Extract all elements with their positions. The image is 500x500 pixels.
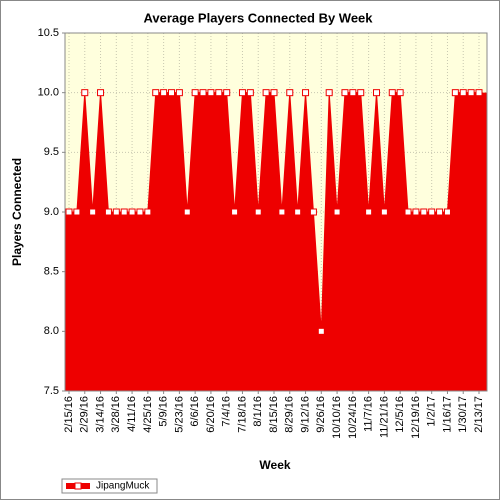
- marker: [238, 89, 246, 97]
- x-tick-label: 11/21/16: [378, 396, 390, 438]
- x-tick-label: 10/24/16: [347, 396, 359, 439]
- marker: [412, 208, 420, 216]
- marker: [317, 327, 325, 335]
- x-tick-label: 12/19/16: [410, 396, 422, 439]
- x-tick-label: 6/20/16: [205, 396, 217, 433]
- marker: [191, 89, 199, 97]
- marker: [286, 89, 294, 97]
- x-tick-label: 4/25/16: [142, 396, 154, 433]
- x-tick-label: 1/30/17: [457, 396, 469, 433]
- x-tick-label: 7/18/16: [236, 396, 248, 433]
- marker: [404, 208, 412, 216]
- x-tick-label: 3/14/16: [94, 396, 106, 433]
- marker: [65, 208, 73, 216]
- x-tick-label: 8/1/16: [252, 396, 264, 427]
- marker: [152, 89, 160, 97]
- marker: [199, 89, 207, 97]
- x-tick-label: 5/23/16: [173, 396, 185, 433]
- x-tick-label: 1/16/17: [441, 396, 453, 433]
- marker: [459, 89, 467, 97]
- marker: [183, 208, 191, 216]
- x-tick-label: 3/28/16: [110, 396, 122, 433]
- marker: [341, 89, 349, 97]
- x-tick-label: 10/10/16: [331, 396, 343, 439]
- marker: [357, 89, 365, 97]
- x-tick-label: 11/7/16: [363, 396, 375, 432]
- y-tick-label: 7.5: [44, 385, 59, 397]
- x-tick-label: 2/29/16: [79, 396, 91, 433]
- marker: [73, 208, 81, 216]
- marker: [380, 208, 388, 216]
- x-tick-label: 1/2/17: [426, 396, 438, 427]
- marker: [144, 208, 152, 216]
- x-tick-label: 8/15/16: [268, 396, 280, 433]
- marker: [365, 208, 373, 216]
- x-tick-label: 9/26/16: [315, 396, 327, 433]
- x-tick-label: 2/15/16: [63, 396, 75, 433]
- y-tick-label: 8.0: [44, 325, 59, 337]
- x-axis-label: Week: [259, 458, 290, 472]
- y-tick-label: 9.0: [44, 206, 59, 218]
- marker: [223, 89, 231, 97]
- marker: [443, 208, 451, 216]
- x-tick-label: 8/29/16: [284, 396, 296, 433]
- x-tick-label: 5/9/16: [158, 396, 170, 427]
- x-tick-label: 12/5/16: [394, 396, 406, 433]
- chart-title: Average Players Connected By Week: [143, 10, 373, 25]
- marker: [120, 208, 128, 216]
- marker: [270, 89, 278, 97]
- marker: [420, 208, 428, 216]
- marker: [373, 89, 380, 97]
- y-tick-label: 8.5: [44, 266, 59, 278]
- marker: [349, 89, 357, 97]
- marker: [160, 89, 168, 97]
- marker: [207, 89, 215, 97]
- x-tick-label: 2/13/17: [473, 396, 485, 433]
- marker: [428, 208, 436, 216]
- marker: [215, 89, 223, 97]
- marker: [89, 208, 97, 216]
- marker: [231, 208, 239, 216]
- marker: [97, 89, 105, 97]
- legend-marker: [74, 482, 82, 490]
- marker: [436, 208, 444, 216]
- y-axis-label: Players Connected: [10, 158, 24, 266]
- marker: [302, 89, 310, 97]
- marker: [396, 89, 404, 97]
- marker: [451, 89, 459, 97]
- x-tick-label: 9/12/16: [299, 396, 311, 433]
- marker: [325, 89, 333, 97]
- marker: [81, 89, 89, 97]
- marker: [128, 208, 136, 216]
- x-tick-label: 6/6/16: [189, 396, 201, 427]
- y-tick-label: 10.5: [38, 27, 59, 39]
- marker: [262, 89, 270, 97]
- marker: [112, 208, 120, 216]
- marker: [467, 89, 475, 97]
- marker: [175, 89, 183, 97]
- legend: [61, 478, 158, 494]
- y-tick-label: 10.0: [38, 87, 59, 99]
- marker: [475, 89, 483, 97]
- marker: [294, 208, 302, 216]
- x-tick-label: 4/11/16: [126, 396, 138, 432]
- y-tick-label: 9.5: [44, 146, 59, 158]
- marker: [246, 89, 254, 97]
- marker: [168, 89, 175, 97]
- x-tick-label: 7/4/16: [221, 396, 233, 427]
- marker: [388, 89, 396, 97]
- marker: [136, 208, 144, 216]
- marker: [254, 208, 262, 216]
- legend-label: JipangMuck: [96, 481, 150, 492]
- marker: [104, 208, 112, 216]
- marker: [333, 208, 341, 216]
- marker: [278, 208, 286, 216]
- marker: [309, 208, 317, 216]
